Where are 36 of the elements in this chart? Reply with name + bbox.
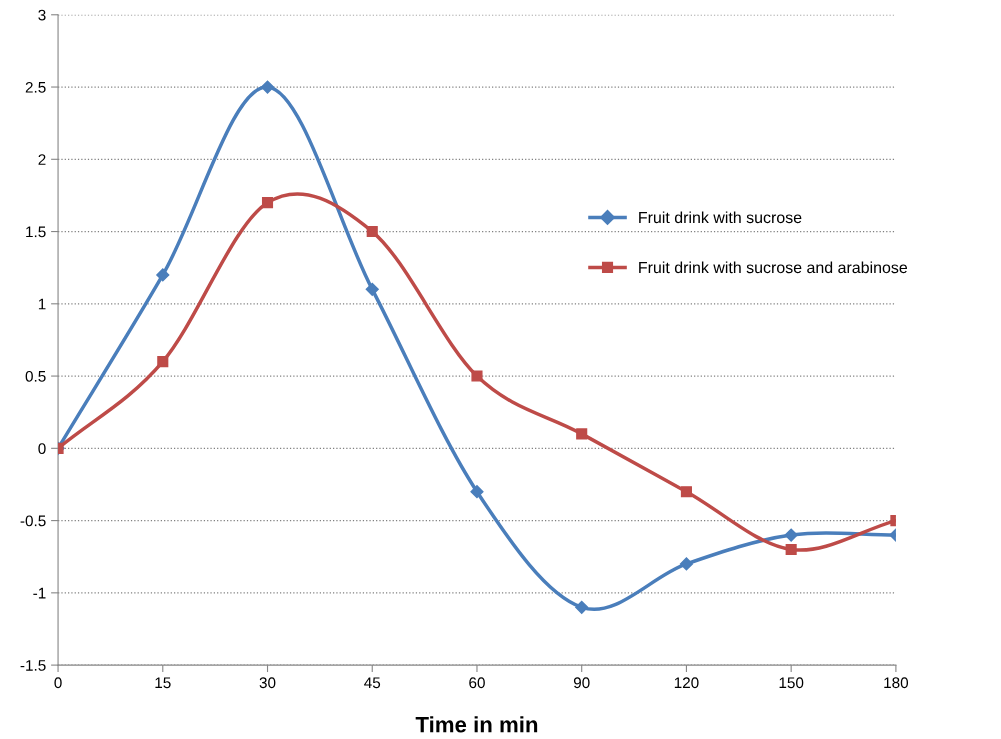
x-tick-label: 150	[779, 677, 804, 689]
y-tick-label: 3	[38, 9, 46, 21]
point	[157, 356, 169, 368]
legend-label: Fruit drink with sucrose and arabinose	[639, 261, 908, 274]
x-tick-label: 180	[884, 677, 909, 689]
point	[366, 225, 378, 238]
point	[365, 282, 379, 296]
x-tick-label: 60	[469, 677, 485, 689]
x-tick-label: 90	[573, 677, 590, 689]
point	[470, 485, 484, 499]
point	[575, 600, 589, 614]
point	[679, 557, 694, 571]
y-tick-label: 2	[38, 154, 46, 165]
y-tick-label: 0	[38, 443, 46, 455]
point	[156, 268, 170, 282]
point	[576, 428, 588, 440]
x-tick-label: 45	[364, 677, 381, 689]
point	[785, 543, 797, 556]
x-tick-label: 120	[674, 677, 699, 689]
point	[471, 370, 483, 382]
x-tick-label: 0	[54, 677, 62, 689]
y-tick-label: -1	[33, 587, 46, 599]
point	[784, 528, 798, 542]
y-tick-label: -0.5	[20, 515, 46, 527]
y-tick-label: 2.5	[25, 81, 46, 93]
y-tick-label: 1	[38, 298, 46, 310]
x-tick-label: 15	[155, 677, 171, 689]
x-tick-label: 30	[259, 677, 276, 689]
point	[260, 80, 275, 94]
point	[261, 197, 274, 209]
point	[680, 486, 692, 498]
y-tick-label: 0.5	[25, 370, 46, 382]
y-tick-label: 1.5	[26, 226, 46, 238]
x-axis-title: Time in min	[415, 716, 538, 733]
legend-label: Fruit drink with sucrose	[639, 211, 802, 224]
y-tick-label: -1.5	[20, 660, 46, 671]
